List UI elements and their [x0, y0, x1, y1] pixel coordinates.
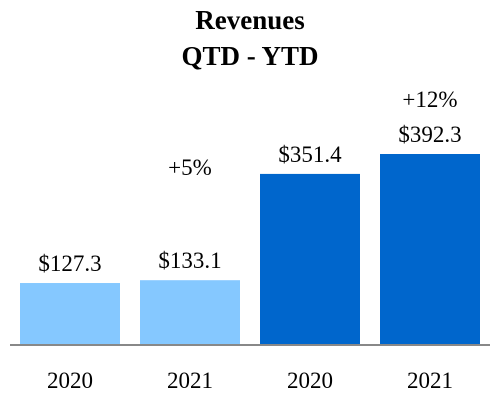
x-tick-ytd-2021: 2021 — [407, 368, 453, 393]
value-label-ytd-2021: $392.3 — [398, 122, 461, 147]
bars-group — [20, 154, 480, 345]
chart-title-line2: QTD - YTD — [181, 41, 318, 71]
value-labels-group: $127.3 $133.1 $351.4 $392.3 — [38, 122, 461, 276]
bar-qtd-2020 — [20, 283, 120, 345]
x-tick-qtd-2020: 2020 — [47, 368, 93, 393]
chart-title-line1: Revenues — [195, 5, 305, 35]
bar-qtd-2021 — [140, 280, 240, 345]
growth-label-qtd: +5% — [168, 155, 212, 180]
value-label-qtd-2021: $133.1 — [158, 248, 221, 273]
bar-ytd-2021 — [380, 154, 480, 345]
x-tick-labels-group: 2020 2021 2020 2021 — [47, 368, 453, 393]
growth-labels-group: +5% +12% — [168, 87, 457, 180]
bar-ytd-2020 — [260, 173, 360, 345]
growth-label-ytd: +12% — [402, 87, 457, 112]
x-tick-ytd-2020: 2020 — [287, 368, 333, 393]
x-tick-qtd-2021: 2021 — [167, 368, 213, 393]
value-label-ytd-2020: $351.4 — [278, 142, 342, 167]
value-label-qtd-2020: $127.3 — [38, 251, 101, 276]
